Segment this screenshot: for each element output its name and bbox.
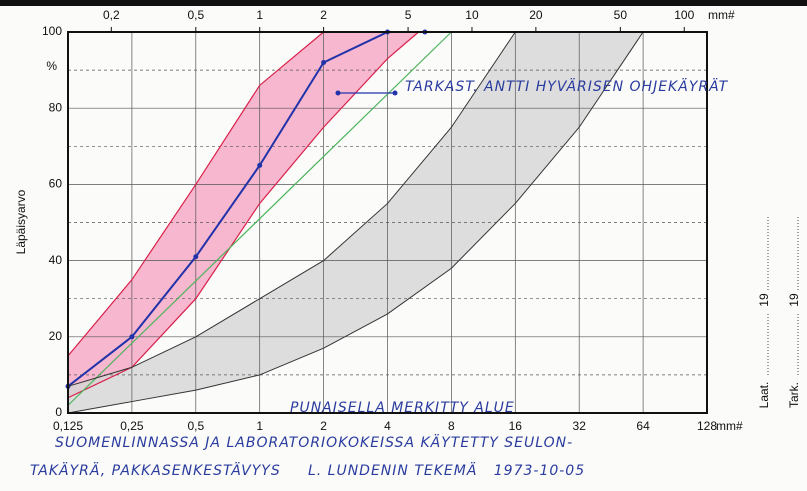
x2-tick-label: 10	[465, 8, 479, 22]
x2-tick-label: 0,2	[103, 8, 120, 22]
annotation: PUNAISELLA MERKITTY ALUE	[290, 400, 515, 416]
band-fill	[68, 32, 644, 413]
x2-tick-label: 100	[674, 8, 694, 22]
x-tick-label: 128	[697, 419, 717, 433]
x2-tick-label: 0,5	[187, 8, 204, 22]
annotation: TARKAST. ANTTI HYVÄRISEN OHJEKÄYRÄT	[405, 77, 729, 95]
signature-label: Tark.	[787, 382, 801, 408]
footer-line: TAKÄYRÄ, PAKKASENKESTÄVYYS L. LUNDENIN T…	[30, 461, 585, 479]
series-line	[67, 31, 644, 414]
x-tick-label: 4	[384, 419, 391, 433]
series-line	[67, 31, 452, 406]
signature-year: 19	[757, 293, 771, 307]
x2-tick-label: 50	[614, 8, 628, 22]
top-strip	[0, 0, 807, 6]
y-axis-label: Läpäisyarvo	[14, 189, 28, 254]
x-tick-label: 16	[509, 419, 523, 433]
x2-unit: mm#	[708, 8, 735, 22]
y-tick-label: 40	[49, 253, 63, 267]
x-tick-label: 2	[320, 419, 327, 433]
x-tick-label: 1	[256, 419, 263, 433]
x2-tick-label: 20	[529, 8, 543, 22]
y-tick-label: 100	[42, 24, 62, 38]
x-tick-label: 0,5	[187, 419, 204, 433]
x-tick-label: 64	[636, 419, 650, 433]
x-tick-label: 0,25	[120, 419, 144, 433]
series-point	[129, 334, 135, 340]
footer-line: SUOMENLINNASSA JA LABORATORIOKOKEISSA KÄ…	[55, 433, 573, 451]
series-line	[67, 31, 516, 387]
x2-tick-label: 5	[405, 8, 412, 22]
x-tick-label: 0,125	[53, 419, 83, 433]
x-unit: mm#	[716, 419, 743, 433]
x-tick-label: 32	[573, 419, 587, 433]
plot-frame	[67, 31, 708, 414]
y-tick-label: 0	[55, 405, 62, 419]
series-line	[67, 31, 324, 357]
x-tick-label: 8	[448, 419, 455, 433]
series-point	[257, 162, 263, 168]
y-tick-label: 60	[49, 177, 63, 191]
x2-tick-label: 1	[256, 8, 263, 22]
series-point	[321, 59, 327, 65]
x2-tick-label: 2	[320, 8, 327, 22]
annotation-dot	[392, 90, 398, 96]
signature-label: Laat.	[757, 382, 771, 409]
signature-year: 19	[787, 293, 801, 307]
y-unit: %	[46, 59, 57, 73]
annotation-dot	[335, 90, 341, 96]
series-point	[193, 254, 199, 260]
y-tick-label: 20	[49, 329, 63, 343]
y-tick-label: 80	[49, 100, 63, 114]
